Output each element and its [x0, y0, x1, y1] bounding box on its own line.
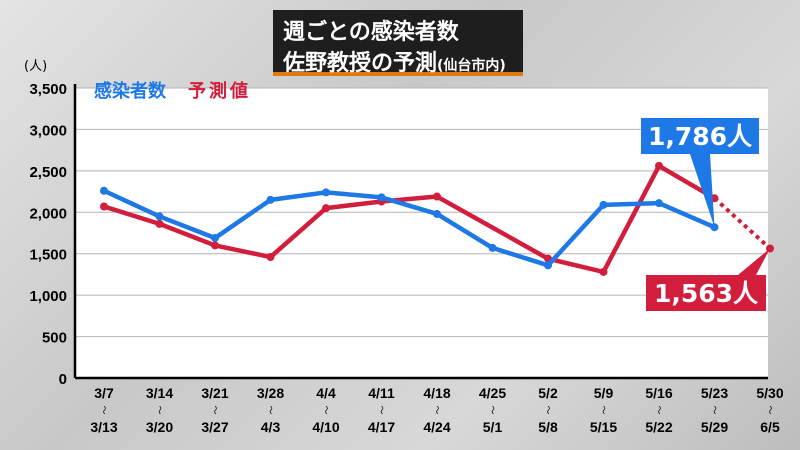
callout-forecast-label: 1,563人 — [654, 279, 758, 308]
data-point — [100, 202, 108, 211]
data-point — [655, 199, 663, 208]
y-tick-label: 0 — [59, 371, 67, 388]
data-point — [211, 233, 219, 242]
x-tick-label-from: 4/4 — [316, 385, 336, 401]
callout-forecast-box — [646, 275, 766, 311]
x-tick-separator: 〜 — [98, 405, 108, 414]
legend-item: 感染者数 — [94, 80, 167, 102]
subtitle-region: (仙台市内) — [437, 58, 506, 74]
x-tick-label-to: 4/3 — [261, 419, 281, 435]
callout-actual-pointer — [690, 154, 715, 228]
y-tick-label: 1,000 — [29, 288, 67, 305]
x-tick-separator: 〜 — [542, 405, 552, 414]
data-point — [322, 204, 330, 213]
legend-item: 予測値 — [188, 80, 251, 102]
data-point — [100, 186, 108, 195]
x-tick-label-from: 5/2 — [538, 385, 558, 401]
x-tick-label-to: 6/5 — [760, 419, 780, 435]
y-tick-label: 1,500 — [29, 247, 67, 264]
x-tick-separator: 〜 — [209, 405, 219, 414]
x-tick-label-to: 4/10 — [312, 419, 339, 435]
data-point — [544, 261, 552, 270]
x-tick-label-from: 4/11 — [368, 385, 395, 401]
x-tick-label-to: 3/27 — [201, 419, 228, 435]
series-line-0 — [101, 188, 717, 268]
x-tick-label-from: 3/21 — [201, 385, 228, 401]
chart-title: 週ごとの感染者数 — [283, 20, 459, 45]
x-tick-separator: 〜 — [764, 405, 774, 414]
data-point — [377, 193, 386, 202]
data-point — [266, 253, 275, 262]
data-point — [433, 192, 441, 201]
x-tick-label-from: 3/28 — [257, 385, 284, 401]
y-tick-label: 2,500 — [29, 164, 67, 181]
data-point — [655, 161, 663, 170]
y-tick-label: 500 — [42, 330, 67, 347]
x-tick-label-from: 4/18 — [423, 385, 450, 401]
x-tick-label-to: 5/15 — [590, 419, 617, 435]
x-tick-label-from: 5/23 — [701, 385, 728, 401]
y-tick-label: 3,000 — [29, 122, 67, 139]
x-tick-label-from: 5/9 — [594, 385, 614, 401]
data-point — [433, 209, 441, 218]
title-box: 週ごとの感染者数 佐野教授の予測(仙台市内) — [273, 10, 523, 76]
x-tick-label-from: 4/25 — [479, 385, 506, 401]
x-tick-label-from: 3/14 — [146, 385, 173, 401]
subtitle-main: 佐野教授の予測 — [283, 51, 438, 76]
x-tick-separator: 〜 — [709, 405, 719, 414]
x-tick-separator: 〜 — [653, 405, 663, 414]
x-tick-label-to: 3/20 — [146, 419, 173, 435]
callout-actual-label: 1,786人 — [648, 122, 752, 151]
x-tick-label-to: 5/8 — [538, 419, 558, 435]
data-point — [211, 241, 219, 250]
y-unit-label: (人) — [24, 59, 47, 74]
x-tick-separator: 〜 — [487, 405, 497, 414]
x-tick-label-from: 5/16 — [645, 385, 672, 401]
x-tick-label-to: 5/29 — [701, 419, 728, 435]
x-tick-label-to: 4/17 — [368, 419, 395, 435]
y-tick-label: 3,500 — [29, 81, 67, 98]
data-point — [322, 188, 330, 197]
x-tick-separator: 〜 — [431, 405, 441, 414]
y-tick-label: 2,000 — [29, 205, 67, 222]
data-point — [488, 243, 497, 252]
callout-actual-box — [641, 118, 759, 154]
x-tick-label-to: 5/22 — [645, 419, 672, 435]
x-tick-label-from: 5/30 — [756, 385, 783, 401]
data-point — [599, 267, 608, 276]
data-point — [155, 212, 164, 221]
x-tick-separator: 〜 — [320, 405, 330, 414]
chart-subtitle: 佐野教授の予測(仙台市内) — [283, 45, 506, 77]
data-point — [599, 200, 608, 209]
x-tick-separator: 〜 — [598, 405, 608, 414]
callout-forecast-pointer — [738, 248, 770, 275]
x-tick-label-to: 4/24 — [423, 419, 450, 435]
x-tick-label-to: 3/13 — [90, 419, 117, 435]
data-point — [155, 219, 164, 228]
x-tick-label-from: 3/7 — [94, 385, 114, 401]
data-point — [266, 195, 275, 204]
x-tick-separator: 〜 — [376, 405, 386, 414]
x-tick-label-to: 5/1 — [483, 419, 503, 435]
x-tick-separator: 〜 — [154, 405, 164, 414]
x-tick-separator: 〜 — [265, 405, 275, 414]
